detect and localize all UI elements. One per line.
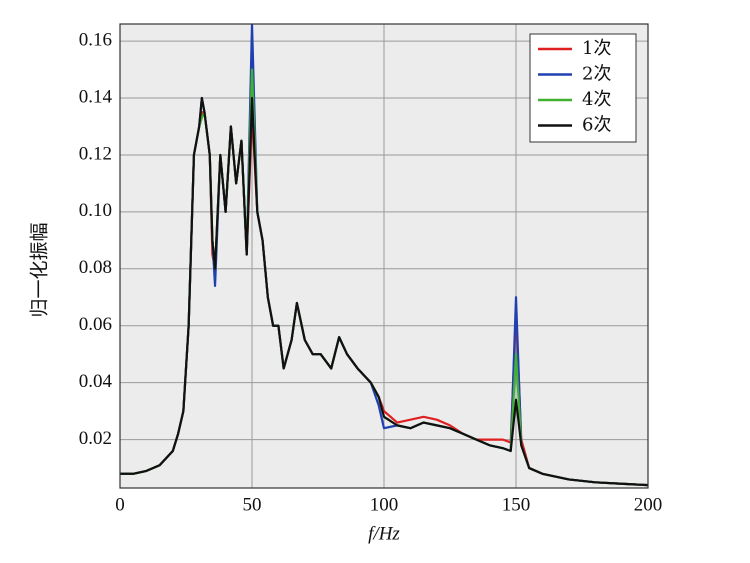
legend-label: 6次 (582, 115, 611, 136)
y-tick-label: 0.14 (79, 86, 113, 107)
y-tick-label: 0.06 (79, 314, 112, 335)
y-axis-label: 归一化振幅 (29, 222, 51, 317)
x-tick-label: 100 (370, 494, 399, 515)
y-tick-label: 0.12 (79, 143, 112, 164)
legend-label: 4次 (582, 89, 611, 110)
series-line (120, 96, 648, 487)
y-tick-label: 0.02 (79, 428, 112, 449)
x-tick-label: 50 (243, 494, 262, 515)
x-tick-label: 0 (115, 494, 125, 515)
x-tick-label: 150 (502, 494, 531, 515)
y-tick-label: 0.16 (79, 29, 112, 50)
legend-box (529, 33, 637, 143)
y-tick-label: 0.04 (79, 371, 113, 392)
x-axis-label: f/Hz (368, 523, 400, 544)
legend-label: 2次 (582, 64, 611, 85)
legend-label: 1次 (582, 38, 611, 59)
y-tick-label: 0.10 (79, 200, 112, 221)
plot-frame (119, 23, 649, 489)
y-tick-label: 0.08 (79, 257, 112, 278)
x-tick-label: 200 (634, 494, 663, 515)
